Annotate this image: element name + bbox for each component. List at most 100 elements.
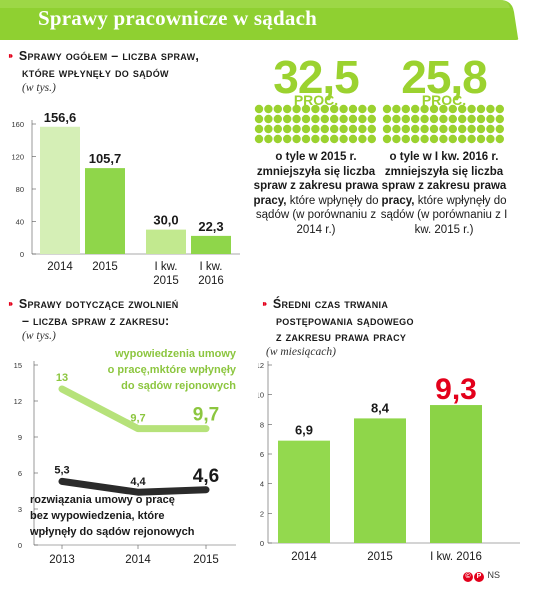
legend-label: bez wypowiedzenia, które [30, 510, 164, 522]
x-tick-label: 2015 [92, 261, 118, 273]
dot [392, 114, 401, 124]
copyright-icon: © [462, 572, 473, 582]
bar [191, 235, 231, 254]
dot [339, 134, 348, 144]
section-title-line: Średni czas trwania [272, 297, 389, 311]
dot [301, 104, 311, 114]
dot [401, 134, 410, 144]
dot [292, 134, 301, 144]
y-tick-label: 4 [260, 480, 264, 489]
dot [320, 134, 329, 144]
dot-grid [382, 104, 504, 144]
dot [283, 104, 292, 114]
section-title-line: Sprawy ogółem – liczba spraw, [18, 49, 200, 63]
dot [382, 114, 392, 124]
dot [283, 134, 292, 144]
dot [439, 114, 448, 124]
data-label: 9,3 [435, 373, 477, 406]
line-chart-dismissals: 0 3 6 9 12 15 2013 2014 2015 13 9,7 9,7 wypowiedzeni… [14, 348, 237, 566]
y-tick-label: 3 [18, 505, 22, 514]
dot [348, 104, 358, 114]
stat-description: o tyle w 2015 r. zmniejszyła się liczba … [250, 150, 382, 237]
dot [358, 134, 367, 144]
dot [264, 114, 273, 124]
dot [420, 104, 429, 114]
x-tick-label: 2014 [291, 551, 317, 563]
red-arrow-icon: ⁍ [262, 299, 268, 311]
stat-unit: PROC. [293, 92, 339, 108]
legend-label: o pracę,mktóre wpłynęły [108, 364, 237, 376]
section-title-line: postępowania sądowego [276, 314, 414, 328]
dot [273, 134, 282, 144]
dot [358, 104, 367, 114]
y-tick-label: 80 [16, 185, 24, 194]
dot [292, 114, 301, 124]
series-line-rozwiazania [58, 477, 210, 496]
y-tick-label: 120 [11, 153, 24, 162]
bar [146, 229, 186, 254]
dot [411, 104, 420, 114]
section-title-line: – liczba spraw z zakresu: [22, 314, 170, 328]
dot [392, 134, 401, 144]
data-label: 9,7 [193, 405, 219, 426]
stat-value: 32,5 [273, 51, 360, 103]
dot [320, 104, 329, 114]
dot [486, 124, 495, 134]
section-title-duration: ⁍ Średni czas trwania postępowania sądowe… [262, 296, 414, 345]
dot [429, 124, 439, 134]
dot [330, 124, 339, 134]
y-tick-label: 6 [260, 450, 264, 459]
dot [420, 134, 429, 144]
legend-label: do sądów rejonowych [121, 380, 236, 392]
dot [320, 124, 329, 134]
y-tick-label: 12 [258, 361, 264, 370]
dot [301, 124, 311, 134]
dot [458, 134, 467, 144]
dot [439, 134, 448, 144]
stat-unit: PROC. [421, 92, 467, 108]
dot [367, 114, 376, 124]
unit-label-1: (w tys.) [22, 82, 56, 94]
red-arrow-icon: ⁍ [8, 299, 14, 311]
dot [348, 114, 358, 124]
y-tick-label: 0 [18, 541, 22, 550]
dot [439, 124, 448, 134]
section-title-total-cases: ⁍ Sprawy ogółem – liczba spraw, które wpł… [8, 48, 199, 81]
dot [429, 104, 439, 114]
dot [392, 104, 401, 114]
publisher-mark-icon: P [473, 572, 484, 582]
publisher-logo: © P NS [462, 570, 500, 582]
dot [358, 114, 367, 124]
dot [411, 134, 420, 144]
dot [458, 124, 467, 134]
dot [476, 134, 486, 144]
y-tick-label: 0 [260, 539, 264, 548]
dot [264, 124, 273, 134]
dot [448, 134, 457, 144]
y-tick-label: 12 [14, 397, 22, 406]
banner-background [0, 0, 519, 40]
legend-label: wpłynęły do sądów rejonowych [29, 526, 195, 538]
dot [486, 134, 495, 144]
unit-label-3: (w miesiącach) [266, 346, 336, 358]
y-tick-label: 8 [260, 420, 264, 429]
dot [448, 114, 457, 124]
dot [264, 134, 273, 144]
dot [254, 124, 264, 134]
dot [301, 134, 311, 144]
dot [476, 124, 486, 134]
y-tick-label: 9 [18, 433, 22, 442]
dot [330, 134, 339, 144]
dot [467, 104, 476, 114]
dot [311, 134, 320, 144]
dot [467, 124, 476, 134]
x-tick-label: 2014 [125, 554, 151, 566]
stat-description-bold: o tyle w 2015 r. zmniejszyła się liczba … [253, 151, 379, 207]
dot [273, 104, 282, 114]
dot [339, 124, 348, 134]
dot [264, 104, 273, 114]
dot [420, 124, 429, 134]
dot [486, 114, 495, 124]
stat-description-bold: o tyle w I kw. 2016 r. zmniejszyła się l… [381, 151, 507, 207]
dot [367, 124, 376, 134]
